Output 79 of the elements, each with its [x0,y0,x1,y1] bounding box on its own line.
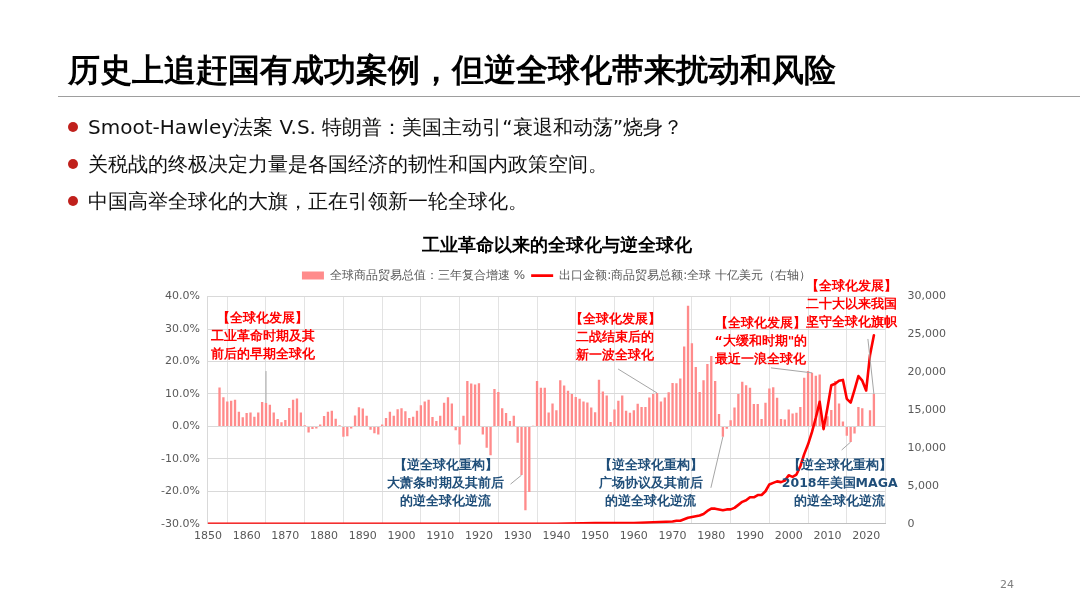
x-tick-label: 1870 [271,529,300,543]
bar [249,412,252,426]
annotation: 【全球化发展】工业革命时期及其前后的早期全球化 [209,310,316,362]
text: 中国高举全球化的大旗，正在引领新一轮全球化。 [88,188,528,215]
bar [272,412,275,426]
bar [791,413,794,426]
x-tick-label: 1920 [464,529,493,543]
bar [435,420,438,426]
bar [524,426,527,511]
x-tick-label: 1980 [697,529,726,543]
bar [671,382,674,426]
bar [218,387,221,426]
x-tick-label: 2020 [852,529,881,543]
y2-tick-label: 10,000 [907,440,947,454]
y-tick-label: -10.0% [160,451,200,465]
y-tick-label: -20.0% [160,484,200,498]
bar [586,402,589,426]
y-tick-label: 30.0% [164,321,200,335]
annotation: 【全球化发展】二战结束后的新一波全球化 [569,311,661,363]
bar [253,416,256,426]
x-tick-label: 1860 [232,529,261,543]
bar [299,412,302,426]
bar [342,426,345,437]
x-tick-label: 2010 [813,529,842,543]
annotation: 【逆全球化重构】广场协议及其前后的逆全球化逆流 [597,457,703,509]
bar [369,426,372,430]
bar [578,398,581,426]
x-tick-label: 1910 [426,529,455,543]
bar [489,426,492,456]
x-tick-label: 1990 [735,529,764,543]
bar [404,411,407,426]
x-tick-label: 1930 [503,529,532,543]
y-tick-label: 0.0% [171,419,200,433]
bar [768,388,771,426]
bar [353,415,357,426]
y-tick-label: 40.0% [164,289,200,303]
bar [640,406,643,426]
x-tick-label: 1940 [542,529,571,543]
bar [458,426,461,445]
chart-title: 工业革命以来的全球化与逆全球化 [420,234,693,256]
annotation: 【逆全球化重构】大萧条时期及其前后的逆全球化逆流 [387,457,505,509]
bar [551,403,554,426]
bar [241,417,244,426]
text: 24 [1000,578,1014,592]
bar [245,413,248,426]
y2-tick-label: 25,000 [907,327,947,341]
legend-label: 全球商品贸易总值：三年复合增速 % [329,267,526,282]
bar [257,412,260,426]
bar [307,426,310,433]
y-tick-label: 10.0% [164,386,200,400]
x-tick-label: 1960 [619,529,648,543]
x-tick-label: 2000 [774,529,803,543]
text: 关税战的终极决定力量是各国经济的韧性和国内政策空间。 [88,151,608,178]
y2-tick-label: 15,000 [907,403,947,417]
bar [396,409,399,426]
x-tick-label: 1950 [581,529,610,543]
x-tick-label: 1850 [193,529,222,543]
bar [493,389,496,426]
y-tick-label: 20.0% [164,354,200,368]
bar [311,426,314,430]
x-tick-label: 1890 [348,529,377,543]
bar [857,406,860,426]
x-tick-label: 1900 [387,529,416,543]
bar [400,408,403,426]
text: Smoot-Hawley法案 V.S. 特朗普：美国主动引“衰退和动荡”烧身？ [88,114,684,141]
y-tick-label: -30.0% [160,516,200,530]
bar [617,400,620,426]
bar [582,401,585,426]
y2-tick-label: 5,000 [907,478,940,492]
y2-tick-label: 0 [907,516,915,530]
bar [427,399,430,426]
y2-tick-label: 30,000 [907,289,947,303]
text: 历史上追赶国有成功案例，但逆全球化带来扰动和风险 [68,50,836,91]
annotation: 【逆全球化重构】2018年美国MAGA的逆全球化逆流 [781,457,898,509]
y2-tick-label: 20,000 [907,365,947,379]
bar [280,422,283,426]
x-tick-label: 1970 [658,529,687,543]
x-tick-label: 1880 [310,529,339,543]
bar [373,426,376,434]
